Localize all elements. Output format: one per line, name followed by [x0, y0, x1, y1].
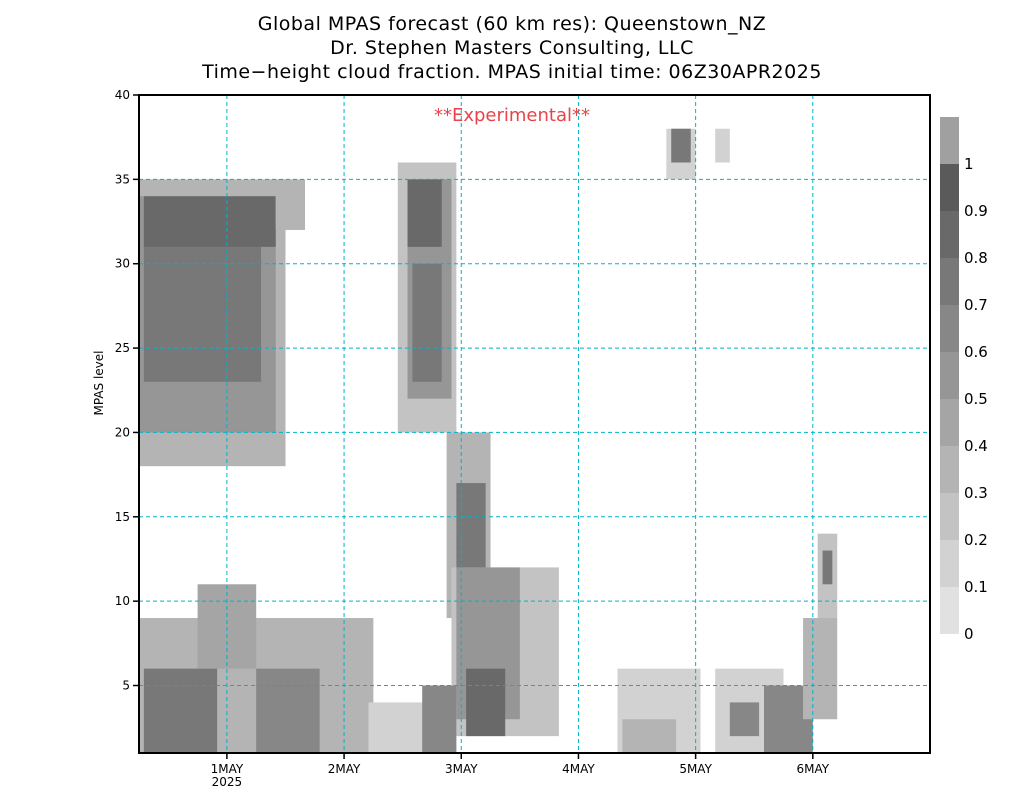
- experimental-label: **Experimental**: [434, 105, 590, 126]
- cloud-region-27: [822, 550, 833, 585]
- y-tick-label: 10: [115, 594, 130, 608]
- colorbar-label: 0.1: [964, 578, 988, 596]
- cloud-fraction-field: [139, 128, 838, 753]
- y-tick-label: 20: [115, 425, 130, 439]
- x-tick-label: 2MAY: [328, 762, 361, 776]
- chart-subtitle: Time−height cloud fraction. MPAS initial…: [202, 61, 822, 83]
- x-tick-label: 3MAY: [445, 762, 478, 776]
- cloud-region-19: [422, 685, 457, 753]
- cloud-region-7: [407, 179, 442, 247]
- plot-frame: [138, 94, 931, 754]
- colorbar-label: 0.8: [964, 249, 988, 267]
- chart-credit: Dr. Stephen Masters Consulting, LLC: [330, 37, 694, 59]
- colorbar-label: 0.6: [964, 343, 988, 361]
- colorbar-label: 1: [964, 155, 974, 173]
- colorbar-label: 0.5: [964, 390, 988, 408]
- cloud-region-8: [412, 263, 442, 382]
- cloud-region-4: [275, 179, 306, 230]
- colorbar-label: 0.3: [964, 484, 988, 502]
- colorbar-label: 0.2: [964, 531, 988, 549]
- cloud-region-21: [622, 719, 677, 753]
- cloud-region-17: [256, 668, 320, 753]
- colorbar: 0 0.1 0.2 0.3 0.4 0.5 0.6 0.7 0.8 0.9 1: [940, 117, 988, 643]
- cloud-region-3: [143, 196, 276, 247]
- colorbar-swatch: [940, 540, 959, 587]
- y-tick-label: 35: [115, 172, 130, 186]
- chart-title: Global MPAS forecast (60 km res): Queens…: [257, 13, 767, 35]
- cloud-region-29: [671, 128, 691, 163]
- colorbar-swatch: [940, 258, 959, 305]
- y-tick-label: 5: [122, 679, 130, 693]
- cloud-region-16: [143, 668, 218, 753]
- colorbar-swatch: [940, 305, 959, 352]
- colorbar-swatch: [940, 117, 959, 164]
- y-tick-label: 25: [115, 341, 130, 355]
- colorbar-swatch: [940, 164, 959, 211]
- cloud-region-13: [466, 668, 506, 737]
- colorbar-swatch: [940, 587, 959, 634]
- colorbar-swatch: [940, 352, 959, 399]
- cloud-region-15: [197, 584, 257, 669]
- colorbar-label: 0: [964, 625, 974, 643]
- y-tick-label: 15: [115, 510, 130, 524]
- y-axis-label: MPAS level: [92, 351, 106, 416]
- cloud-region-30: [715, 128, 730, 163]
- colorbar-swatch: [940, 399, 959, 446]
- colorbar-label: 0.7: [964, 296, 988, 314]
- cloud-region-25: [803, 618, 838, 720]
- x-tick-label: 5MAY: [679, 762, 712, 776]
- colorbar-swatch: [940, 446, 959, 493]
- cloud-region-23: [729, 702, 760, 737]
- y-tick-label: 30: [115, 257, 130, 271]
- x-tick-label: 1MAY: [211, 762, 244, 776]
- colorbar-swatch: [940, 493, 959, 540]
- y-tick-label: 40: [115, 88, 130, 102]
- x-tick-label: 6MAY: [797, 762, 830, 776]
- colorbar-label: 0.9: [964, 202, 988, 220]
- colorbar-swatch: [940, 211, 959, 258]
- x-tick-sublabel: 2025: [212, 775, 243, 789]
- x-tick-label: 4MAY: [562, 762, 595, 776]
- colorbar-label: 0.4: [964, 437, 988, 455]
